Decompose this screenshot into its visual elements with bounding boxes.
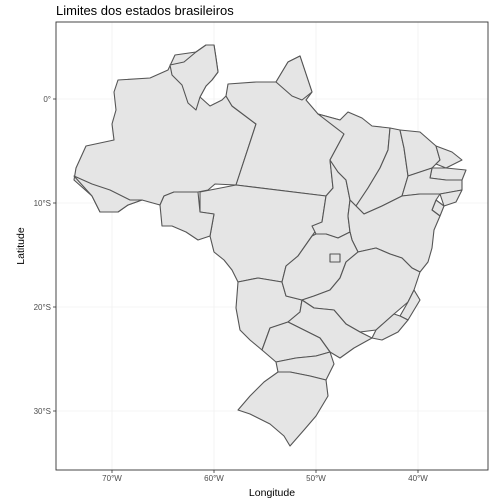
x-tick-label: 60°W — [204, 474, 224, 483]
state-amapa — [275, 55, 313, 101]
state-rondonia — [159, 191, 215, 241]
x-tick-label: 70°W — [102, 474, 122, 483]
y-tick-label: 30°S — [34, 407, 51, 416]
y-axis: 0° 10°S 20°S 30°S Latitude — [15, 95, 56, 416]
x-axis: 70°W 60°W 50°W 40°W Longitude — [102, 470, 428, 499]
state-acre — [73, 175, 143, 213]
state-rio-de-janeiro — [371, 313, 409, 341]
map-title: Limites dos estados brasileiros — [56, 3, 234, 18]
x-tick-label: 50°W — [306, 474, 326, 483]
state-rio-grande-do-sul — [237, 371, 329, 447]
y-axis-title: Latitude — [15, 227, 27, 265]
brazil-states — [73, 44, 467, 447]
state-roraima — [169, 44, 219, 111]
y-tick-label: 0° — [43, 95, 51, 104]
panel-border — [55, 21, 489, 471]
x-axis-title: Longitude — [249, 487, 295, 499]
state-alagoas — [439, 189, 463, 207]
state-distrito-federal — [329, 253, 341, 263]
state-rio-grande-do-norte — [435, 145, 463, 169]
x-tick-label: 40°W — [408, 474, 428, 483]
y-tick-label: 20°S — [34, 303, 51, 312]
state-minas-gerais — [301, 247, 421, 333]
y-tick-label: 10°S — [34, 199, 51, 208]
